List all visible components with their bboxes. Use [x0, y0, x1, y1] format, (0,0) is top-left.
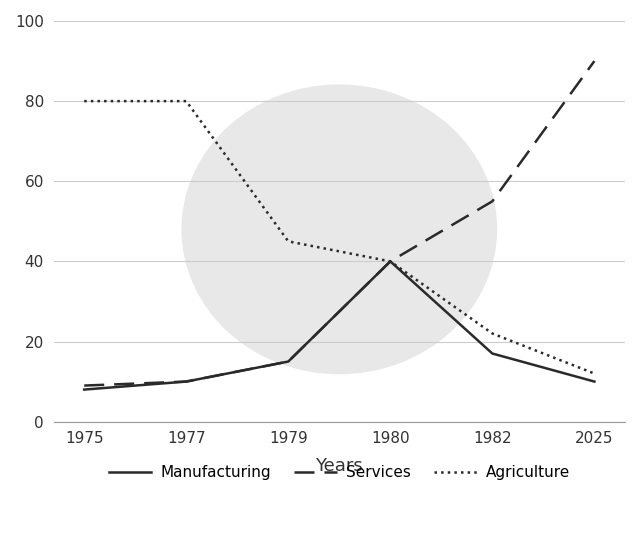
X-axis label: Years: Years: [316, 457, 363, 475]
Ellipse shape: [182, 85, 497, 373]
Legend: Manufacturing, Services, Agriculture: Manufacturing, Services, Agriculture: [102, 459, 576, 486]
